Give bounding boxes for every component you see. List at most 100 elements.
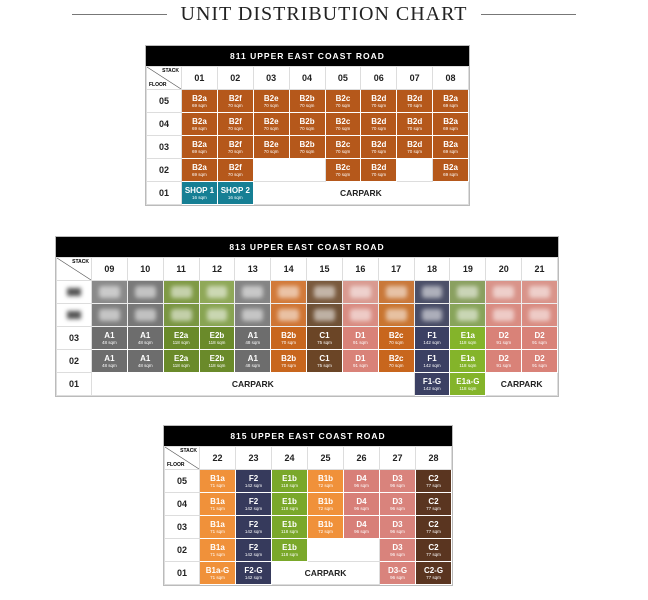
- unit-cell[interactable]: D2 91 sqm: [485, 349, 523, 373]
- floor-row: 01 SHOP 1 16 sqm SHOP 2 16 sqm CARPARK: [146, 181, 470, 205]
- unit-cell[interactable]: E1a 118 sqm: [449, 349, 487, 373]
- unit-cell[interactable]: D1 91 sqm: [341, 349, 379, 373]
- unit-type: F2: [248, 496, 259, 506]
- unit-cell[interactable]: B2c 70 sqm: [324, 89, 362, 113]
- unit-cell[interactable]: F1 142 sqm: [413, 349, 451, 373]
- unit-cell[interactable]: A1 48 sqm: [91, 349, 128, 373]
- unit-cell[interactable]: B2c 70 sqm: [324, 112, 362, 136]
- unit-area: 142 sqm: [244, 505, 263, 511]
- unit-cell[interactable]: B1a 71 sqm: [199, 492, 236, 516]
- unit-cell[interactable]: B2b 70 sqm: [288, 89, 326, 113]
- unit-cell[interactable]: B2f 70 sqm: [216, 89, 254, 113]
- unit-cell[interactable]: D3 96 sqm: [379, 469, 416, 493]
- unit-cell[interactable]: B2a 69 sqm: [432, 135, 469, 159]
- unit-cell[interactable]: D4 96 sqm: [343, 469, 380, 493]
- unit-cell[interactable]: B2c 70 sqm: [324, 158, 362, 182]
- unit-cell[interactable]: B2b 70 sqm: [288, 135, 326, 159]
- unit-cell[interactable]: B1a 71 sqm: [199, 515, 236, 539]
- unit-cell[interactable]: B2a 69 sqm: [181, 158, 218, 182]
- unit-cell[interactable]: B2f 70 sqm: [216, 112, 254, 136]
- unit-cell[interactable]: B1b 72 sqm: [307, 469, 344, 493]
- unit-cell[interactable]: F2 142 sqm: [235, 492, 272, 516]
- unit-cell[interactable]: B2a 69 sqm: [432, 89, 469, 113]
- unit-cell[interactable]: B2a 69 sqm: [432, 112, 469, 136]
- unit-cell[interactable]: B2d 70 sqm: [396, 112, 434, 136]
- unit-type: F1-G: [422, 376, 442, 386]
- unit-cell[interactable]: C2 77 sqm: [415, 538, 452, 562]
- unit-cell[interactable]: B1b 72 sqm: [307, 492, 344, 516]
- unit-cell[interactable]: B2e 70 sqm: [252, 135, 290, 159]
- unit-cell[interactable]: E1a-G 118 sqm: [449, 372, 487, 396]
- unit-cell[interactable]: B2c 70 sqm: [377, 326, 415, 350]
- unit-cell[interactable]: B2a 69 sqm: [432, 158, 469, 182]
- unit-cell[interactable]: F2 142 sqm: [235, 469, 272, 493]
- unit-cell[interactable]: E2b 118 sqm: [198, 326, 236, 350]
- unit-cell[interactable]: A1 48 sqm: [234, 326, 272, 350]
- unit-cell[interactable]: E2a 118 sqm: [162, 349, 200, 373]
- unit-cell[interactable]: C2 77 sqm: [415, 515, 452, 539]
- unit-cell[interactable]: C2 77 sqm: [415, 469, 452, 493]
- unit-cell[interactable]: E1b 118 sqm: [271, 469, 308, 493]
- unit-cell[interactable]: F2 142 sqm: [235, 515, 272, 539]
- unit-cell[interactable]: C1 75 sqm: [306, 326, 343, 350]
- unit-cell[interactable]: B2b 70 sqm: [270, 349, 308, 373]
- unit-cell[interactable]: E1b 118 sqm: [271, 538, 308, 562]
- unit-cell[interactable]: A1 48 sqm: [234, 349, 272, 373]
- unit-cell[interactable]: B2d 70 sqm: [360, 135, 398, 159]
- unit-cell[interactable]: B2f 70 sqm: [216, 158, 254, 182]
- unit-cell[interactable]: B2b 70 sqm: [270, 326, 308, 350]
- unit-cell[interactable]: B2d 70 sqm: [360, 112, 398, 136]
- unit-cell[interactable]: B2d 70 sqm: [396, 135, 434, 159]
- unit-cell[interactable]: E2b 118 sqm: [198, 349, 236, 373]
- unit-cell[interactable]: C2-G 77 sqm: [415, 561, 452, 585]
- unit-cell[interactable]: A1 48 sqm: [91, 326, 128, 350]
- unit-cell[interactable]: B2e 70 sqm: [252, 112, 290, 136]
- unit-cell[interactable]: F2-G 142 sqm: [235, 561, 272, 585]
- unit-cell[interactable]: D3 96 sqm: [379, 538, 416, 562]
- unit-cell[interactable]: B2d 70 sqm: [396, 89, 434, 113]
- unit-cell[interactable]: C1 75 sqm: [306, 349, 343, 373]
- unit-cell[interactable]: E2a 118 sqm: [162, 326, 200, 350]
- unit-type: D2: [534, 353, 545, 363]
- unit-cell[interactable]: D3 96 sqm: [379, 515, 416, 539]
- unit-cell[interactable]: F2 142 sqm: [235, 538, 272, 562]
- unit-cell[interactable]: B2a 69 sqm: [181, 89, 218, 113]
- unit-cell[interactable]: B1b 72 sqm: [307, 515, 344, 539]
- unit-type: D4: [356, 496, 367, 506]
- unit-cell[interactable]: E1a 118 sqm: [449, 326, 487, 350]
- unit-cell-obscured: [198, 303, 236, 327]
- unit-cell[interactable]: B2d 70 sqm: [360, 89, 398, 113]
- unit-cell[interactable]: E1b 118 sqm: [271, 515, 308, 539]
- unit-cell[interactable]: D2 91 sqm: [521, 326, 558, 350]
- unit-cell[interactable]: E1b 118 sqm: [271, 492, 308, 516]
- unit-cell[interactable]: B2f 70 sqm: [216, 135, 254, 159]
- unit-cell[interactable]: D2 91 sqm: [521, 349, 558, 373]
- unit-cell[interactable]: B2d 70 sqm: [360, 158, 398, 182]
- unit-cell[interactable]: A1 48 sqm: [126, 349, 164, 373]
- unit-cell[interactable]: D3 96 sqm: [379, 492, 416, 516]
- carpark-cell: CARPARK: [91, 372, 415, 396]
- unit-cell[interactable]: B2b 70 sqm: [288, 112, 326, 136]
- unit-cell[interactable]: D3-G 96 sqm: [379, 561, 416, 585]
- unit-cell[interactable]: C2 77 sqm: [415, 492, 452, 516]
- unit-cell[interactable]: B1a 71 sqm: [199, 538, 236, 562]
- unit-cell[interactable]: B1a-G 71 sqm: [199, 561, 236, 585]
- unit-cell[interactable]: B2a 69 sqm: [181, 112, 218, 136]
- unit-cell[interactable]: D2 91 sqm: [485, 326, 523, 350]
- unit-cell[interactable]: A1 48 sqm: [126, 326, 164, 350]
- unit-cell[interactable]: SHOP 1 16 sqm: [181, 181, 218, 205]
- unit-cell[interactable]: B2e 70 sqm: [252, 89, 290, 113]
- unit-type: B1b: [317, 519, 334, 529]
- unit-area: 72 sqm: [318, 482, 333, 488]
- unit-cell[interactable]: B2a 69 sqm: [181, 135, 218, 159]
- unit-cell[interactable]: B2c 70 sqm: [377, 349, 415, 373]
- unit-cell[interactable]: SHOP 2 16 sqm: [216, 181, 254, 205]
- unit-cell[interactable]: B2c 70 sqm: [324, 135, 362, 159]
- unit-cell[interactable]: F1 142 sqm: [413, 326, 451, 350]
- unit-cell[interactable]: F1-G 142 sqm: [413, 372, 451, 396]
- unit-cell[interactable]: D1 91 sqm: [341, 326, 379, 350]
- unit-cell[interactable]: D4 96 sqm: [343, 515, 380, 539]
- unit-cell[interactable]: B1a 71 sqm: [199, 469, 236, 493]
- unit-type: A1: [104, 330, 115, 340]
- unit-cell[interactable]: D4 96 sqm: [343, 492, 380, 516]
